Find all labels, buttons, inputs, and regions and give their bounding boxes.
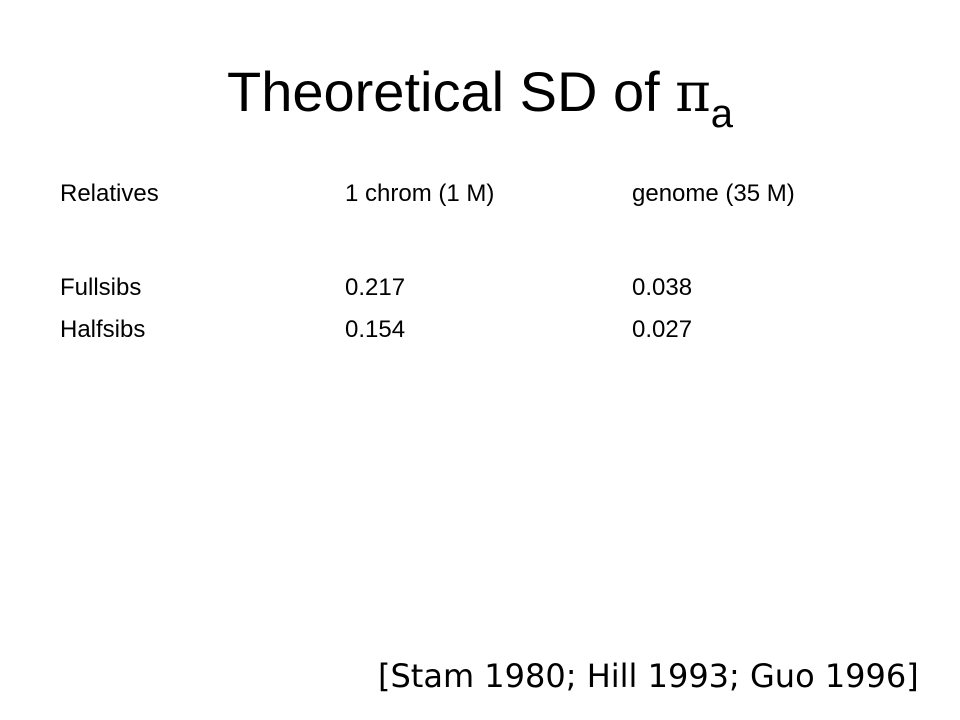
pi-symbol: π: [675, 61, 711, 124]
slide-title: Theoretical SD of πa: [0, 56, 960, 136]
table-cell-fullsibs-genome: 0.038: [632, 274, 693, 301]
citation: [Stam 1980; Hill 1993; Guo 1996]: [378, 657, 919, 695]
table-cell-halfsibs-chrom: 0.154: [345, 316, 406, 343]
table-cell-halfsibs-label: Halfsibs: [60, 316, 146, 343]
table-header-relatives: Relatives: [60, 180, 159, 207]
table-header-chrom: 1 chrom (1 M): [345, 180, 495, 207]
title-subscript: a: [710, 92, 733, 136]
table-cell-fullsibs-chrom: 0.217: [345, 274, 406, 301]
table-cell-halfsibs-genome: 0.027: [632, 316, 693, 343]
slide-title-text: Theoretical SD of: [227, 60, 660, 123]
table-cell-fullsibs-label: Fullsibs: [60, 274, 142, 301]
table-header-genome: genome (35 M): [632, 180, 795, 207]
